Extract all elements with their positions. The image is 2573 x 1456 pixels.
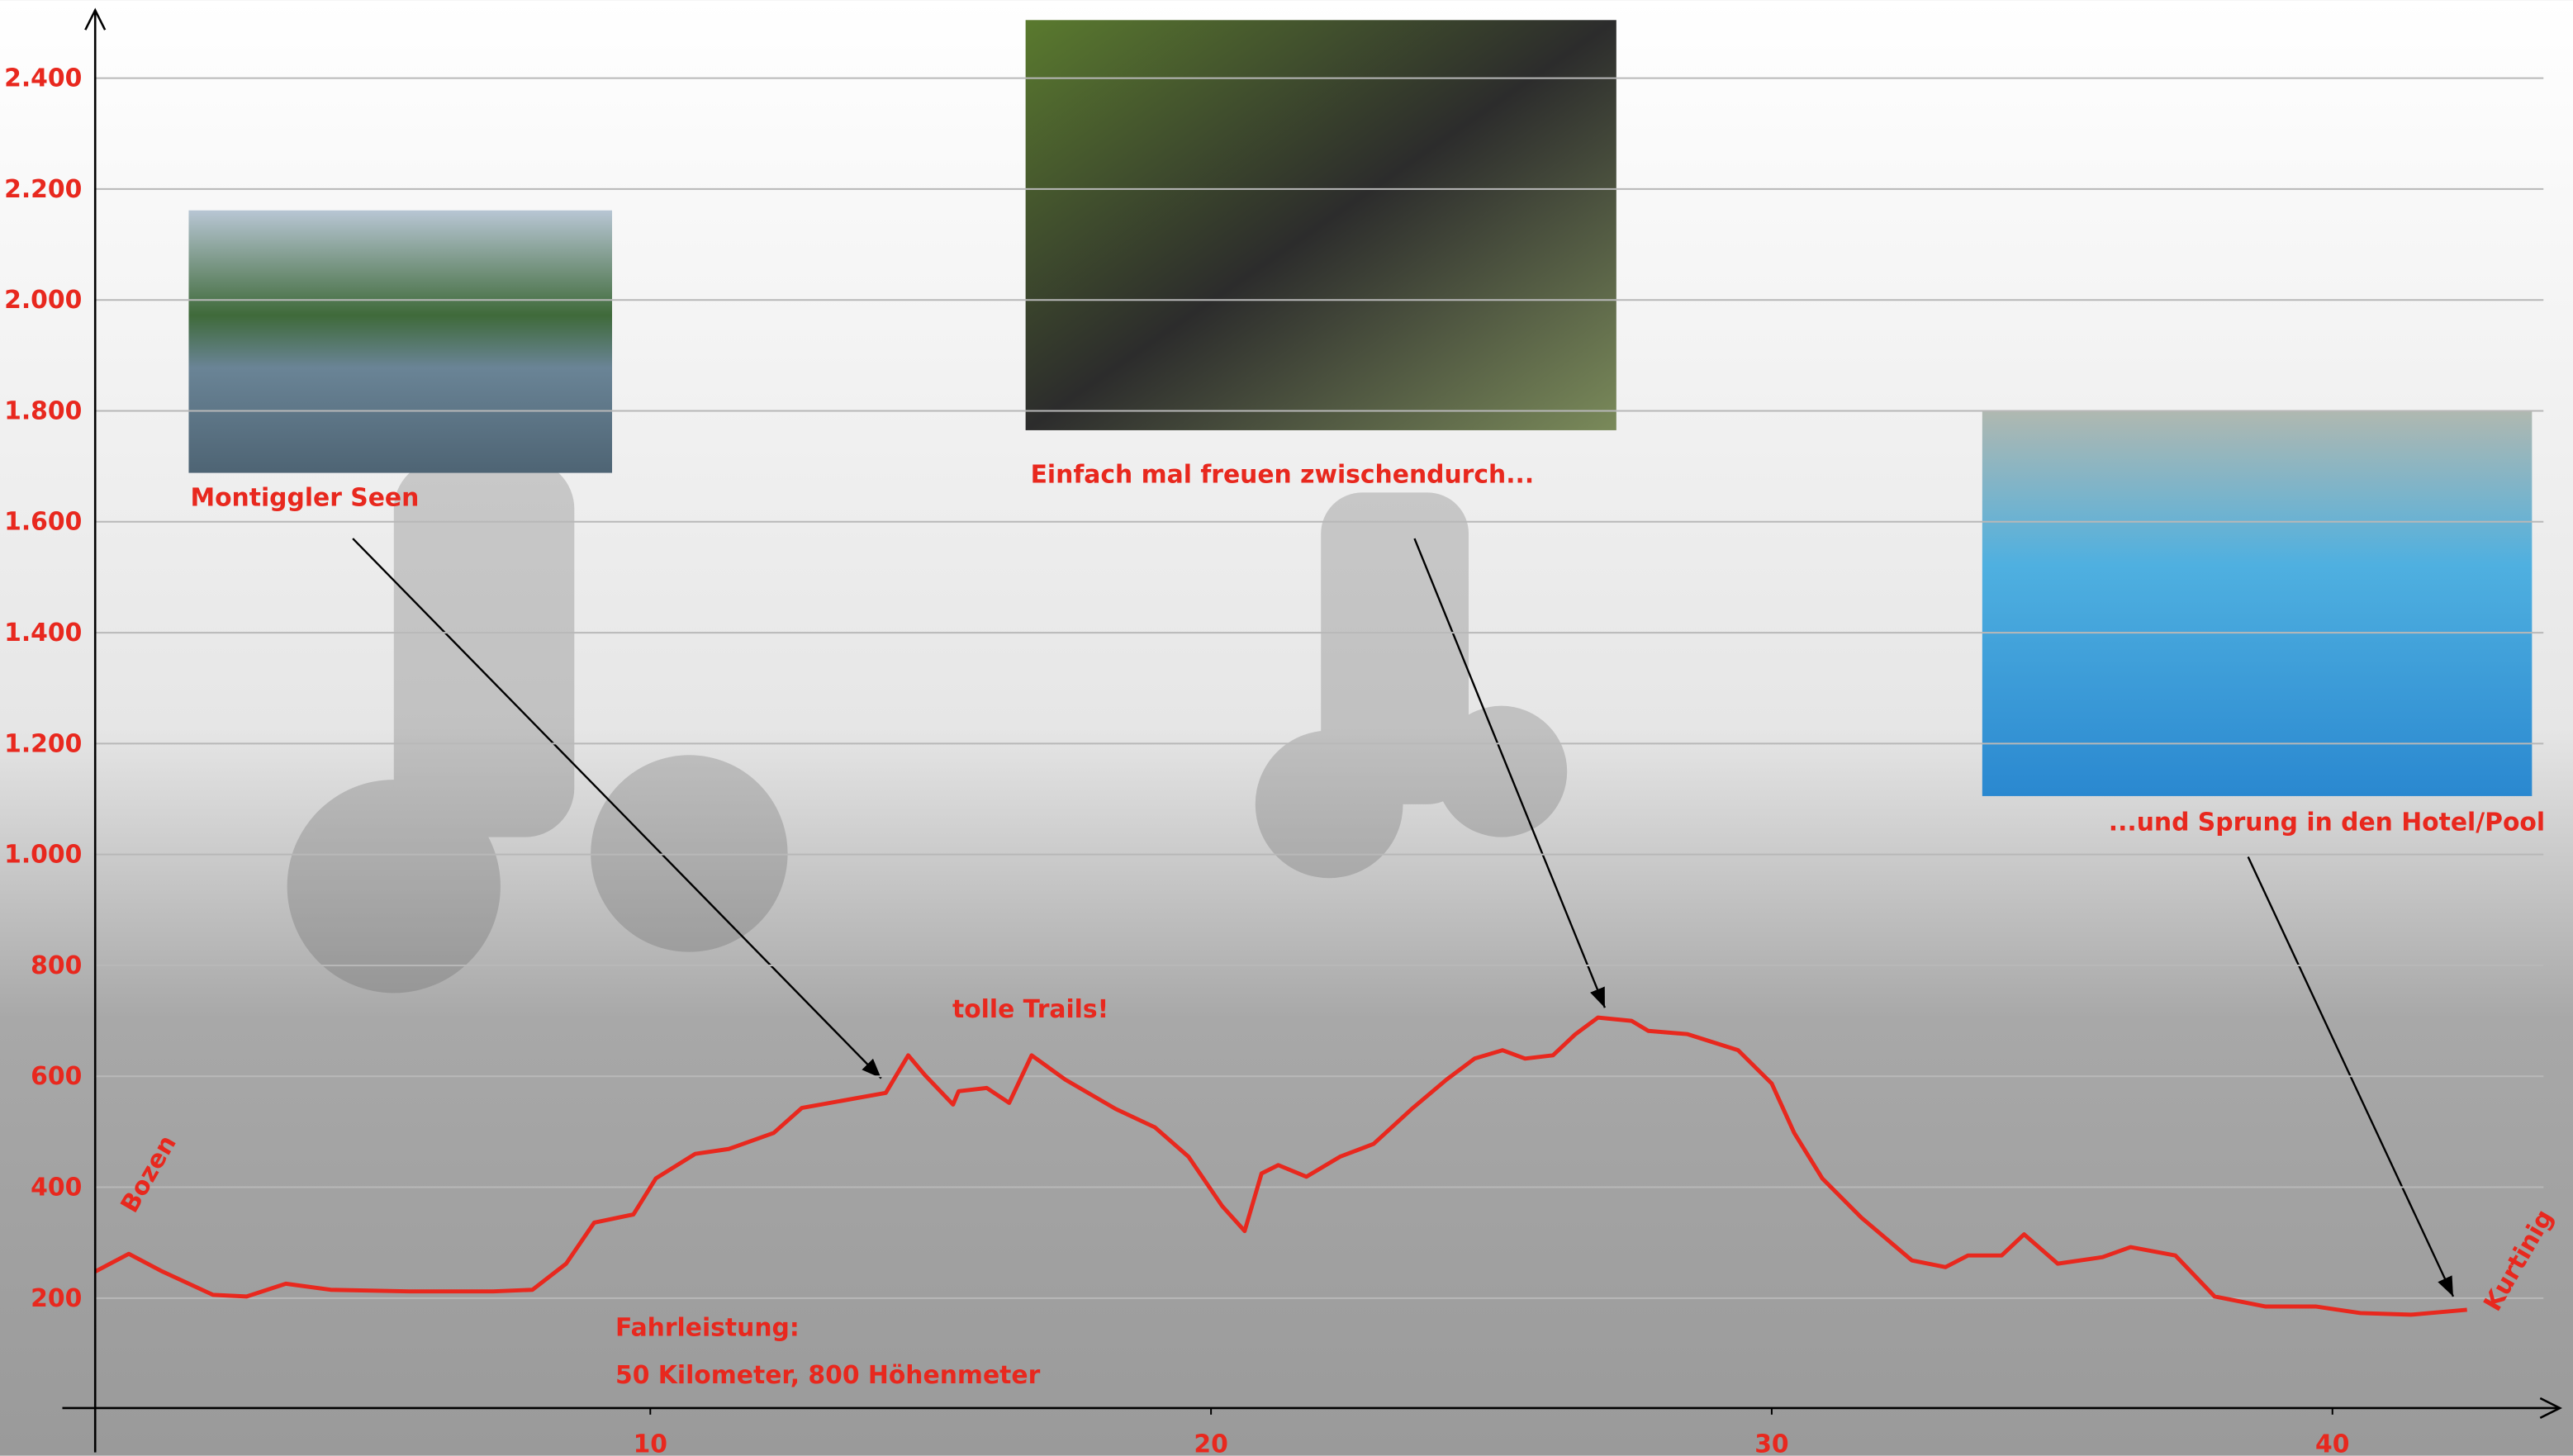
- y-tick-label: 1.800: [4, 396, 82, 425]
- annotation: tolle Trails!: [952, 995, 1108, 1024]
- chart: 200 400 600 800 1.000 1.200 1.400 1.600 1.800 2.0…: [0, 0, 2573, 1456]
- annotation: Fahrleistung:: [615, 1314, 800, 1343]
- y-tick-label: 200: [31, 1284, 82, 1313]
- y-tick-label: 1.600: [4, 508, 82, 537]
- x-tick-label: 30: [1754, 1430, 1788, 1456]
- y-tick-label: 2.200: [4, 175, 82, 204]
- y-tick-label: 1.200: [4, 729, 82, 758]
- y-tick-label: 800: [31, 951, 82, 980]
- page: {"chart_data": {"type": "line", "color":…: [0, 0, 2573, 1456]
- y-tick-label: 600: [31, 1062, 82, 1091]
- annotation: ...und Sprung in den Hotel/Pool: [2109, 809, 2545, 837]
- y-tick-label: 400: [31, 1173, 82, 1202]
- photo-lake: [188, 211, 612, 473]
- y-tick-label: 1.400: [4, 619, 82, 647]
- y-tick-label: 1.000: [4, 841, 82, 870]
- x-tick-label: 10: [634, 1430, 667, 1456]
- photo-pool: [1982, 410, 2533, 796]
- x-tick-label: 40: [2315, 1430, 2349, 1456]
- annotation: Montiggler Seen: [190, 483, 419, 512]
- x-tick-label: 20: [1194, 1430, 1227, 1456]
- annotation: 50 Kilometer, 800 Höhenmeter: [615, 1361, 1041, 1390]
- y-tick-label: 2.400: [4, 64, 82, 93]
- y-tick-label: 2.000: [4, 286, 82, 315]
- annotation: Einfach mal freuen zwischendurch...: [1031, 461, 1535, 490]
- photo-group: [1026, 20, 1616, 430]
